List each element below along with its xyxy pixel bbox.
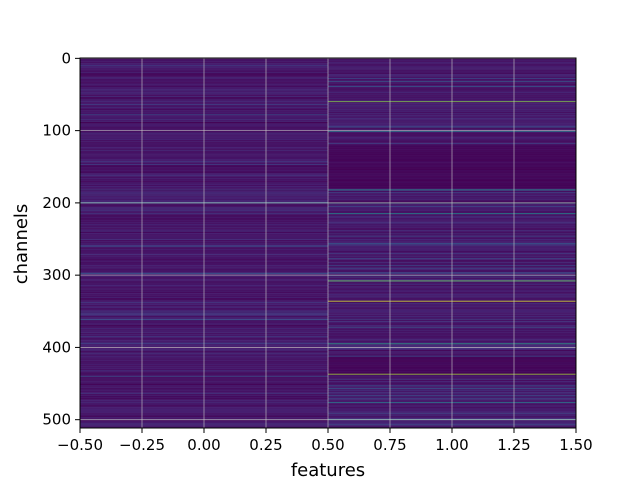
y-axis-label: channels [11,204,32,285]
y-tick-label: 100 [42,122,71,140]
x-tick-label: −0.50 [57,436,103,454]
y-tick-label: 400 [42,338,71,356]
x-tick-label: 0.00 [187,436,220,454]
grid-lines [80,57,576,428]
x-tick-label: 0.75 [373,436,406,454]
y-tick-label: 0 [61,49,71,67]
x-tick-label: 0.25 [249,436,282,454]
x-tick-label: 1.50 [559,436,592,454]
y-axis: 0 100 200 300 400 500 [42,49,80,429]
x-axis: −0.50 −0.25 0.00 0.25 0.50 0.75 1.00 1.25 1.50 [57,428,593,454]
y-tick-label: 300 [42,266,71,284]
y-tick-label: 500 [42,411,71,429]
x-tick-label: 1.00 [435,436,468,454]
x-tick-label: 1.25 [497,436,530,454]
x-tick-label: 0.50 [311,436,344,454]
x-axis-label: features [291,460,365,480]
x-tick-label: −0.25 [119,436,165,454]
y-tick-label: 200 [42,194,71,212]
